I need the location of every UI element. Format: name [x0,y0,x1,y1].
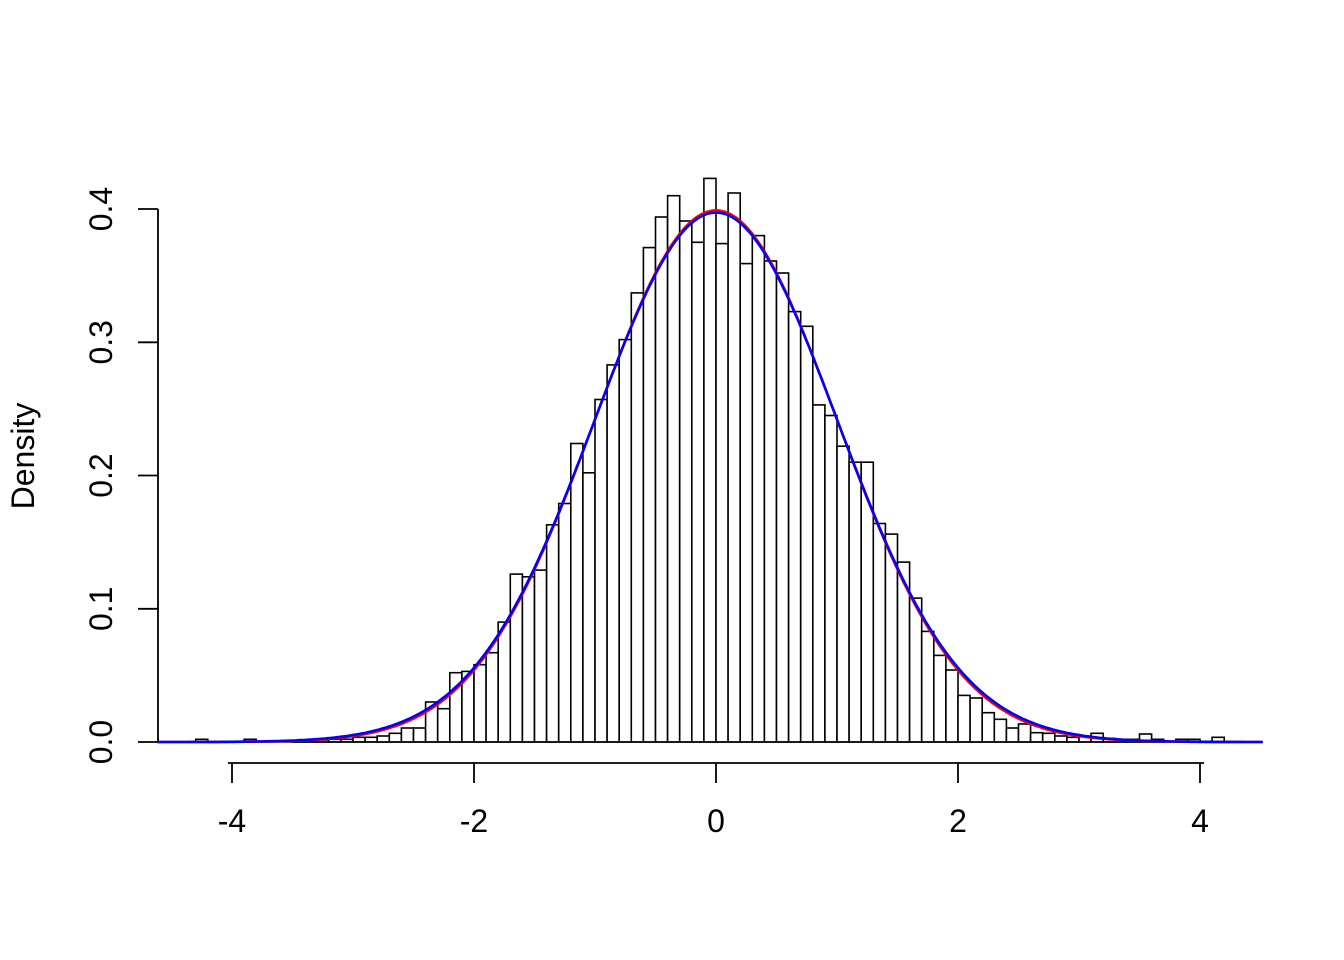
y-tick-label: 0.2 [83,453,119,497]
histogram-bar [775,272,790,743]
histogram-bar [751,234,766,743]
histogram-bar [376,735,391,743]
histogram-bar [824,414,838,743]
histogram-bar [920,630,935,743]
y-tick-label: 0.3 [83,320,119,364]
histogram-bar [557,502,572,743]
histogram-bar [594,398,608,743]
histogram-bar [993,718,1008,743]
histogram-bar [485,651,500,743]
histogram-bar [545,523,560,743]
histogram-bar [945,669,959,743]
histogram-bar [811,404,826,743]
histogram-bar [666,194,681,743]
histogram-bar [787,310,802,743]
histogram-bar [1005,727,1020,743]
y-axis-title: Density [5,403,41,510]
histogram-bar [690,241,705,743]
histogram-bar [957,694,971,743]
histogram-bar [836,445,850,743]
x-tick-label: -4 [218,803,246,839]
histogram-bar [932,654,947,743]
histogram-bar [981,711,996,743]
histogram-bar [400,727,415,743]
x-tick-label: 4 [1191,803,1209,839]
histogram-bar [388,732,403,743]
histogram-bar [618,338,633,743]
x-tick-label: 0 [707,803,725,839]
histogram-bar [848,461,862,743]
histogram-bar [678,220,693,743]
histogram-bar [703,177,717,743]
y-tick-label: 0.0 [83,720,119,764]
histogram-bar [521,575,536,743]
x-tick-label: -2 [460,803,488,839]
histogram-bar [497,621,512,743]
histogram-bar [1054,735,1068,743]
histogram-bar [654,216,669,743]
histogram-bar [412,727,427,743]
histogram-bar [630,292,645,743]
histogram-bar [642,246,657,743]
x-tick-label: 2 [949,803,967,839]
histogram-bar [715,242,729,743]
histogram-bar [436,707,451,743]
histogram-bar [860,461,875,743]
histogram-bar [727,192,741,743]
histogram-bar [1029,731,1044,743]
histogram-bar [533,569,548,743]
histogram-bar [582,471,596,743]
y-tick-label: 0.4 [83,187,119,231]
histogram-bar [908,597,923,743]
histogram-bar [969,697,983,743]
histogram-bar [606,364,620,743]
histogram-bar [473,663,487,743]
histogram-bar [1017,723,1032,743]
kernel-density-estimate-curve [156,211,1263,744]
histogram-bar [763,260,778,743]
histogram-bar [569,442,584,743]
histogram-bar [739,262,754,743]
histogram-bar [872,522,887,743]
histogram-bar [799,325,814,743]
y-tick-label: 0.1 [83,587,119,631]
histogram-bar [1041,732,1056,743]
